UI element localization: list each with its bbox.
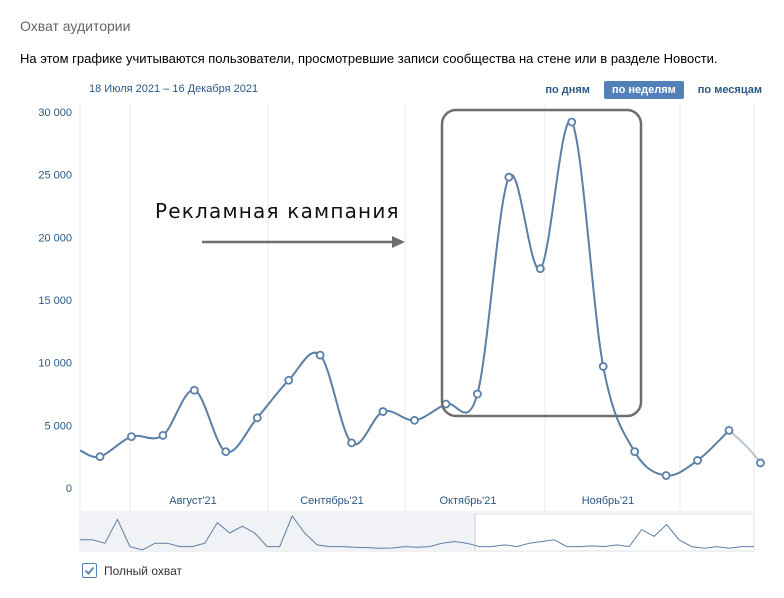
data-point <box>189 385 199 395</box>
x-axis-labels: Август'21 Сентябрь'21 Октябрь'21 Ноябрь'21 <box>169 495 634 507</box>
x-axis-label: Ноябрь'21 <box>582 495 635 507</box>
data-point <box>567 117 577 127</box>
tab-days[interactable]: по дням <box>545 84 590 96</box>
campaign-annotation: Рекламная кампания <box>155 199 400 223</box>
series-line-partial <box>728 429 762 464</box>
data-point <box>598 362 608 371</box>
y-axis-ticks: 30 000 25 000 20 000 15 000 10 000 5 000 0 <box>38 107 72 495</box>
x-axis-label: Август'21 <box>169 495 216 507</box>
y-tick-label: 30 000 <box>38 107 72 119</box>
y-tick-label: 10 000 <box>38 358 72 370</box>
y-tick-label: 25 000 <box>38 170 72 182</box>
date-range-link[interactable]: 18 Июля 2021 – 16 Декабря 2021 <box>89 83 259 95</box>
x-axis-label: Октябрь'21 <box>440 495 497 507</box>
data-point <box>504 172 514 182</box>
data-point <box>221 447 231 457</box>
chart-grid <box>79 104 755 513</box>
data-point <box>756 458 765 468</box>
data-point <box>378 407 388 416</box>
campaign-highlight-box <box>440 108 643 418</box>
annotation-arrow-head <box>392 236 405 248</box>
y-tick-label: 15 000 <box>38 295 72 307</box>
legend-label: Полный охват <box>104 563 183 578</box>
page-title: Охват аудитории <box>20 18 131 34</box>
legend-checkbox[interactable] <box>82 563 97 578</box>
y-tick-label: 0 <box>66 483 72 495</box>
y-tick-label: 5 000 <box>44 420 72 432</box>
range-navigator <box>79 513 755 552</box>
data-point <box>127 432 136 442</box>
data-point <box>661 471 671 480</box>
check-icon <box>84 566 95 575</box>
data-point <box>630 447 640 457</box>
series-points <box>95 117 765 480</box>
data-point <box>410 415 419 425</box>
data-point <box>472 389 482 399</box>
chart-description: На этом графике учитываются пользователи… <box>20 51 718 66</box>
data-point <box>724 425 734 435</box>
navigator-selection <box>80 514 475 551</box>
data-point <box>315 350 325 360</box>
tab-weeks[interactable]: по неделям <box>603 81 684 99</box>
data-point <box>535 264 545 274</box>
data-point <box>693 456 702 465</box>
data-point <box>252 413 262 423</box>
data-point <box>284 375 294 385</box>
y-tick-label: 20 000 <box>38 232 72 244</box>
navigator-line <box>80 514 754 551</box>
data-point <box>347 438 357 448</box>
legend-full-reach[interactable]: Полный охват <box>82 563 182 578</box>
data-point <box>95 452 105 462</box>
data-point <box>158 430 168 440</box>
period-tabs: по дням по неделям по месяцам <box>537 81 770 99</box>
x-axis-label: Сентябрь'21 <box>300 495 364 507</box>
tab-months[interactable]: по месяцам <box>697 84 762 96</box>
